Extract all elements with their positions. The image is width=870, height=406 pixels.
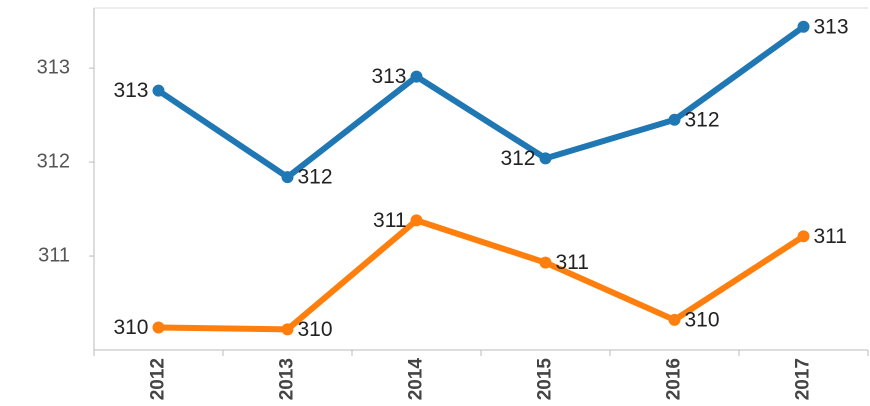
data-label: 313 — [814, 15, 849, 38]
point — [797, 230, 810, 243]
y-tick-label: 311 — [38, 244, 70, 266]
point — [152, 321, 165, 334]
data-label: 311 — [556, 251, 589, 274]
data-label: 310 — [685, 308, 720, 331]
point — [797, 20, 810, 33]
data-label: 312 — [685, 108, 720, 131]
x-tick-label: 2013 — [277, 358, 298, 400]
point — [668, 313, 681, 326]
point — [539, 256, 552, 269]
x-tick-label: 2012 — [148, 358, 169, 400]
point — [152, 84, 165, 97]
data-label: 312 — [500, 147, 535, 170]
data-label: 313 — [371, 65, 406, 88]
series-line — [156, 24, 806, 181]
x-tick-label: 2015 — [535, 358, 556, 401]
data-label: 311 — [814, 225, 847, 248]
series-line — [158, 217, 806, 333]
data-label: 310 — [298, 318, 333, 341]
point — [281, 323, 294, 336]
y-tick-label: 313 — [37, 56, 70, 78]
point — [281, 171, 294, 184]
point — [410, 214, 423, 227]
data-label: 310 — [113, 316, 148, 339]
point — [539, 152, 552, 165]
point — [668, 113, 681, 126]
data-label: 312 — [298, 166, 333, 189]
data-label: 313 — [113, 79, 148, 102]
x-tick-label: 2014 — [406, 358, 427, 401]
data-label: 311 — [373, 209, 406, 232]
point — [410, 70, 423, 83]
x-tick-label: 2017 — [793, 358, 814, 400]
y-tick-label: 312 — [37, 150, 70, 172]
x-tick-label: 2016 — [664, 358, 685, 400]
